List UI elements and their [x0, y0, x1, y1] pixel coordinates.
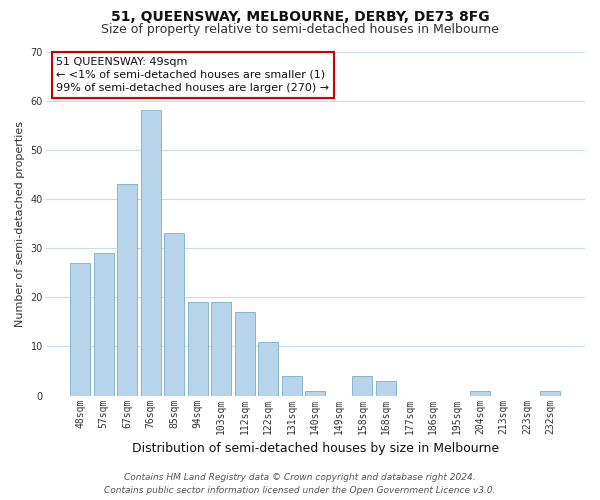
Bar	[164, 234, 184, 396]
Y-axis label: Number of semi-detached properties: Number of semi-detached properties	[15, 120, 25, 326]
Bar	[211, 302, 231, 396]
Text: 51 QUEENSWAY: 49sqm
← <1% of semi-detached houses are smaller (1)
99% of semi-de: 51 QUEENSWAY: 49sqm ← <1% of semi-detach…	[56, 56, 329, 93]
Text: 51, QUEENSWAY, MELBOURNE, DERBY, DE73 8FG: 51, QUEENSWAY, MELBOURNE, DERBY, DE73 8F…	[110, 10, 490, 24]
Text: Size of property relative to semi-detached houses in Melbourne: Size of property relative to semi-detach…	[101, 22, 499, 36]
Bar	[141, 110, 161, 396]
Bar	[235, 312, 255, 396]
Bar	[305, 390, 325, 396]
Text: Contains HM Land Registry data © Crown copyright and database right 2024.
Contai: Contains HM Land Registry data © Crown c…	[104, 474, 496, 495]
Bar	[70, 263, 90, 396]
Bar	[259, 342, 278, 396]
X-axis label: Distribution of semi-detached houses by size in Melbourne: Distribution of semi-detached houses by …	[132, 442, 499, 455]
Bar	[376, 381, 396, 396]
Bar	[188, 302, 208, 396]
Bar	[282, 376, 302, 396]
Bar	[117, 184, 137, 396]
Bar	[470, 390, 490, 396]
Bar	[352, 376, 373, 396]
Bar	[94, 253, 114, 396]
Bar	[541, 390, 560, 396]
